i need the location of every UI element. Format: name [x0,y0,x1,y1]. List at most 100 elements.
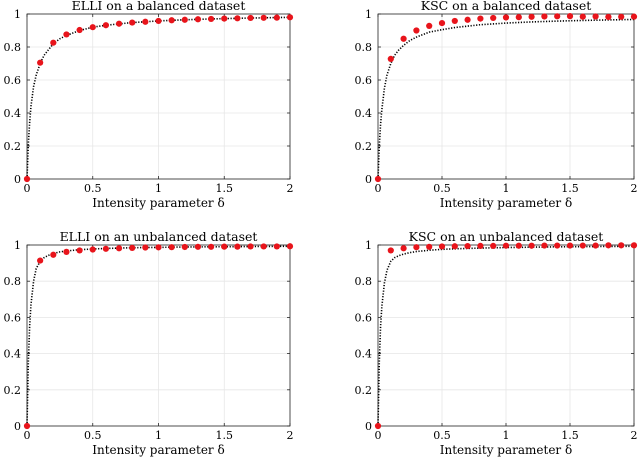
y-tick-label: 0.4 [4,107,22,120]
data-point [400,35,407,42]
data-point [451,243,458,250]
data-point [50,251,57,258]
data-point [592,242,599,249]
data-point [102,22,109,29]
data-point [50,39,57,46]
chart-title: ELLI on a balanced dataset [72,0,246,13]
data-point [142,18,149,25]
data-point [490,242,497,250]
data-point [23,422,31,430]
x-tick-label: 0.5 [84,182,102,195]
data-point [181,16,188,23]
data-point [490,14,497,22]
x-tick-label: 1.5 [561,429,579,442]
x-tick-label: 0.5 [433,429,451,442]
data-point [115,245,123,252]
y-tick-label: 0.8 [355,275,373,288]
chart-panel-2: 0 0.5 1 1.5 2 0 0.2 0.4 0.6 0.8 1 KSC on a balanced… [355,0,638,210]
data-point [477,242,484,250]
y-tick-label: 0 [14,420,21,433]
y-tick-label: 0.2 [355,140,373,153]
data-point [273,243,280,250]
data-point [102,245,109,252]
data-point [464,242,471,250]
chart-panel-3: 0 0.5 1 1.5 2 0 0.2 0.4 0.6 0.8 1 ELLI on an unbala… [4,229,294,457]
data-point [566,242,574,249]
chart-title: KSC on an unbalanced dataset [409,229,604,244]
data-point [168,17,175,24]
x-tick-label: 0.5 [84,429,102,442]
y-tick-label: 0 [14,173,21,186]
data-point [502,14,510,21]
data-point [208,243,215,250]
data-point [37,257,44,264]
data-point [260,14,267,21]
x-tick-label: 2 [287,182,294,195]
y-tick-label: 0 [365,420,372,433]
x-tick-label: 0.5 [433,182,451,195]
chart-panel-1: 0 0.5 1 1.5 2 0 0.2 0.4 0.6 0.8 1 ELLI on a balance… [4,0,294,210]
data-point [37,59,44,66]
x-axis-label: Intensity parameter δ [440,196,572,210]
data-point [247,14,254,22]
data-point [234,243,241,250]
data-point [579,242,586,249]
data-point [528,242,535,249]
y-tick-label: 0.8 [4,41,22,54]
data-point [413,244,420,251]
x-tick-label: 1 [155,429,162,442]
y-tick-label: 0.6 [355,311,373,324]
data-point [464,16,471,23]
y-tick-label: 1 [14,239,21,252]
data-point [89,24,96,31]
data-point [181,243,188,251]
data-point [618,242,625,249]
data-point [477,15,484,22]
data-point [618,13,625,20]
data-point [273,14,280,21]
x-tick-label: 0 [375,429,382,442]
data-point [592,13,599,20]
data-point [400,245,407,252]
y-tick-label: 1 [365,8,372,21]
data-point [515,14,522,21]
x-tick-label: 2 [631,182,638,195]
data-point [554,13,561,20]
data-point [387,247,394,254]
data-point [426,243,433,250]
fit-curve-line [377,18,635,180]
data-point [129,19,136,26]
data-point [286,243,294,250]
y-tick-label: 0.2 [355,384,373,397]
y-tick-label: 0.4 [355,107,373,120]
data-point [194,16,202,23]
x-tick-label: 1.5 [561,182,579,195]
data-point [502,242,510,249]
data-point [76,26,83,34]
x-tick-label: 1.5 [216,429,234,442]
data-point [260,243,267,250]
x-tick-label: 1 [155,182,162,195]
x-tick-label: 1 [503,182,510,195]
data-point [286,14,294,21]
chart-title: ELLI on an unbalanced dataset [60,229,258,244]
y-tick-label: 0.4 [355,348,373,361]
data-point [374,175,382,183]
data-point [89,246,96,253]
y-tick-label: 0.2 [4,140,22,153]
data-point [528,13,535,20]
data-point [63,248,70,255]
data-point [194,243,202,250]
y-tick-label: 1 [365,239,372,252]
data-point [129,244,136,251]
y-tick-label: 1 [14,8,21,21]
x-tick-label: 2 [631,429,638,442]
data-point [413,27,420,34]
x-tick-label: 1 [503,429,510,442]
data-point [438,243,446,250]
data-point [23,175,31,183]
x-axis-label: Intensity parameter δ [92,196,224,210]
data-point [155,17,162,25]
data-point [221,243,228,250]
data-point [515,242,522,249]
